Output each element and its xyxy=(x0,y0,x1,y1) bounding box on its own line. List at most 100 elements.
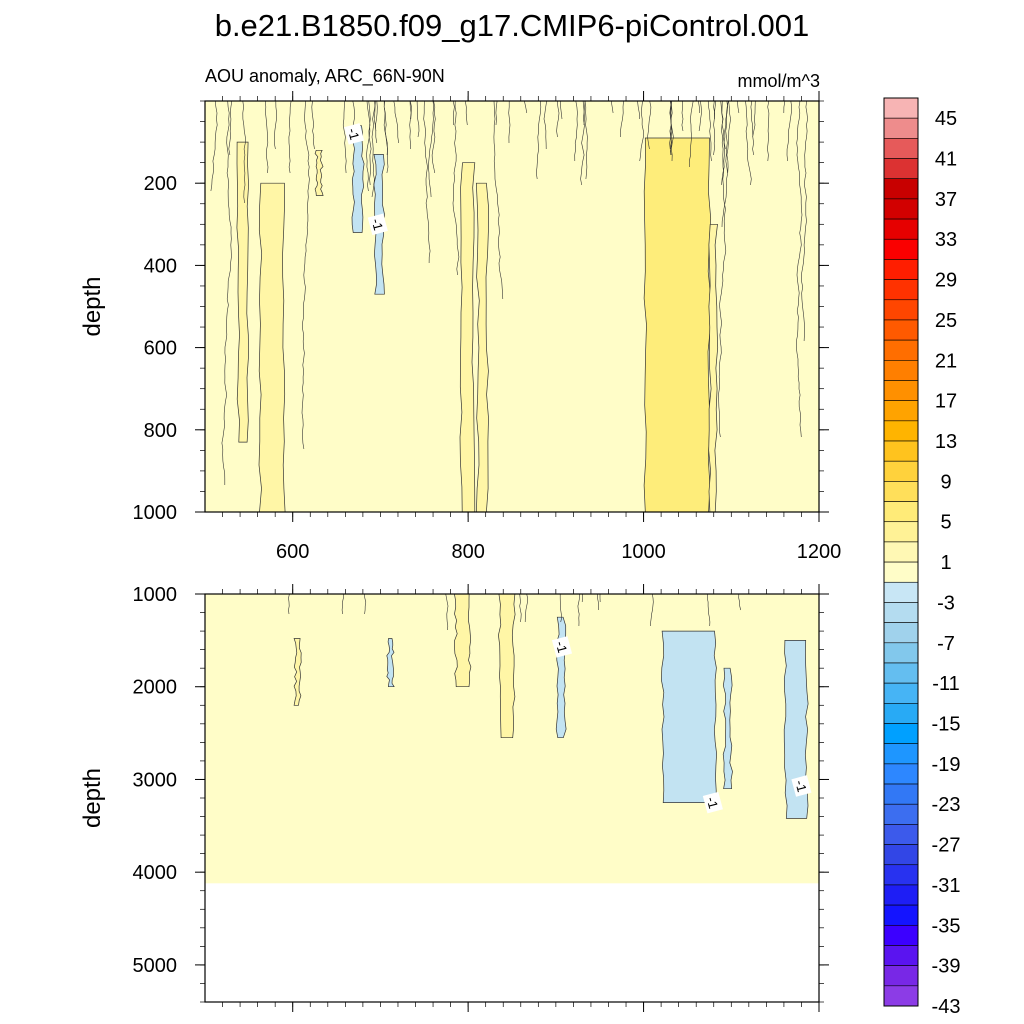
colorbar-label: -39 xyxy=(932,956,961,978)
negative-anomaly-region xyxy=(783,640,809,819)
y-tick-label: 1000 xyxy=(133,584,178,606)
contour-line xyxy=(718,101,727,438)
colorbar-swatch xyxy=(883,158,919,180)
contour-line xyxy=(452,101,455,126)
contour-line xyxy=(556,101,560,138)
contour-line xyxy=(375,101,378,144)
contour-label-text: -1 xyxy=(704,795,721,810)
contour-line xyxy=(706,594,711,627)
contour-line xyxy=(559,594,562,623)
colorbar-label: 29 xyxy=(935,270,957,292)
positive-anomaly-region xyxy=(236,141,249,443)
contour-line xyxy=(720,101,726,150)
colorbar-swatch xyxy=(883,965,919,987)
contour-line xyxy=(786,101,793,162)
contour-line xyxy=(423,101,431,264)
negative-anomaly-region xyxy=(386,638,395,688)
negative-anomaly-region xyxy=(661,630,717,803)
positive-anomaly-region xyxy=(475,182,489,512)
contour-line xyxy=(669,101,673,156)
contour-line xyxy=(669,101,672,156)
plot-area: -1 -1 xyxy=(205,101,819,512)
x-tick-label: 1200 xyxy=(797,541,842,563)
figure-title: b.e21.B1850.f09_g17.CMIP6-piControl.001 xyxy=(215,8,810,43)
contour-line xyxy=(535,101,542,180)
colorbar-label: -31 xyxy=(932,875,961,897)
colorbar-frame xyxy=(883,97,919,1007)
contour-line xyxy=(795,101,803,438)
contour-line xyxy=(597,594,599,611)
y-axis-label: depth xyxy=(79,276,106,336)
colorbar-swatch xyxy=(883,884,919,906)
y-tick-label: 5000 xyxy=(133,955,178,977)
contour-line xyxy=(750,101,754,156)
colorbar-swatch xyxy=(883,420,919,442)
contour-line xyxy=(393,101,399,144)
colorbar-label: 25 xyxy=(935,310,957,332)
contour-line xyxy=(210,101,218,192)
contour-line xyxy=(221,101,232,485)
colorbar-swatch xyxy=(883,440,919,462)
contour-line xyxy=(383,101,389,174)
colorbar-swatch xyxy=(883,985,919,1007)
contour-label: -1 xyxy=(367,213,388,236)
panel-subtitle-left: AOU anomaly, ARC_66N-90N xyxy=(205,66,445,87)
contour-line xyxy=(524,594,528,623)
colorbar-swatch xyxy=(883,783,919,805)
contour-line xyxy=(364,594,367,615)
colorbar-swatch xyxy=(883,703,919,724)
contour-line xyxy=(265,101,269,174)
contour-line xyxy=(577,594,580,627)
y-tick-label: 800 xyxy=(144,420,177,442)
colorbar-swatch xyxy=(883,763,919,785)
positive-anomaly-region xyxy=(459,162,476,512)
colorbar-label: 37 xyxy=(935,189,957,211)
colorbar-swatch xyxy=(883,904,919,926)
contour-line xyxy=(698,101,700,114)
contour-line xyxy=(409,101,412,150)
colorbar-swatch xyxy=(883,97,919,119)
y-tick-label: 600 xyxy=(144,338,177,360)
colorbar-swatch xyxy=(883,561,919,583)
colorbar-swatch xyxy=(883,824,919,845)
contour-label-text: -1 xyxy=(792,779,809,794)
colorbar-swatch xyxy=(883,864,919,886)
colorbar-label: 33 xyxy=(935,229,957,251)
contour-line xyxy=(341,594,345,615)
contour-line xyxy=(637,101,640,120)
colorbar-label: -43 xyxy=(932,996,961,1018)
contour-label: -1 xyxy=(551,636,573,658)
contour-line xyxy=(767,101,770,162)
colorbar-swatch xyxy=(883,602,919,623)
y-tick-label: 2000 xyxy=(133,677,178,699)
colorbar-swatch xyxy=(883,259,919,280)
colorbar-swatch xyxy=(883,138,919,159)
colorbar-label: 9 xyxy=(940,471,951,493)
colorbar-label: 21 xyxy=(935,350,957,372)
colorbar-label: -19 xyxy=(932,754,961,776)
contour-line xyxy=(745,101,752,186)
y-tick-label: 1000 xyxy=(133,502,178,524)
top-panel: -1 -1 600 800 1000 1200 200 400 600 800 1000 depth xyxy=(79,91,841,563)
contour-line xyxy=(681,101,684,132)
colorbar-swatch xyxy=(883,662,919,684)
positive-anomaly-region xyxy=(258,182,286,512)
contour-line xyxy=(650,594,654,627)
contour-label: -1 xyxy=(702,791,723,814)
colorbar-swatch xyxy=(883,279,919,301)
positive-anomaly-region xyxy=(293,638,302,706)
contour-line xyxy=(273,101,277,150)
contour-line xyxy=(543,101,547,150)
positive-anomaly-region xyxy=(498,594,516,739)
contour-line xyxy=(342,101,347,174)
contour-line xyxy=(721,101,731,228)
contour-line xyxy=(610,101,614,114)
contour-line xyxy=(698,101,702,132)
contour-line xyxy=(493,101,504,300)
contour-line xyxy=(445,594,449,631)
contour-line xyxy=(714,101,717,119)
colorbar-label: -11 xyxy=(932,673,959,695)
contour-line xyxy=(688,101,694,168)
x-tick-label: 600 xyxy=(276,541,309,563)
